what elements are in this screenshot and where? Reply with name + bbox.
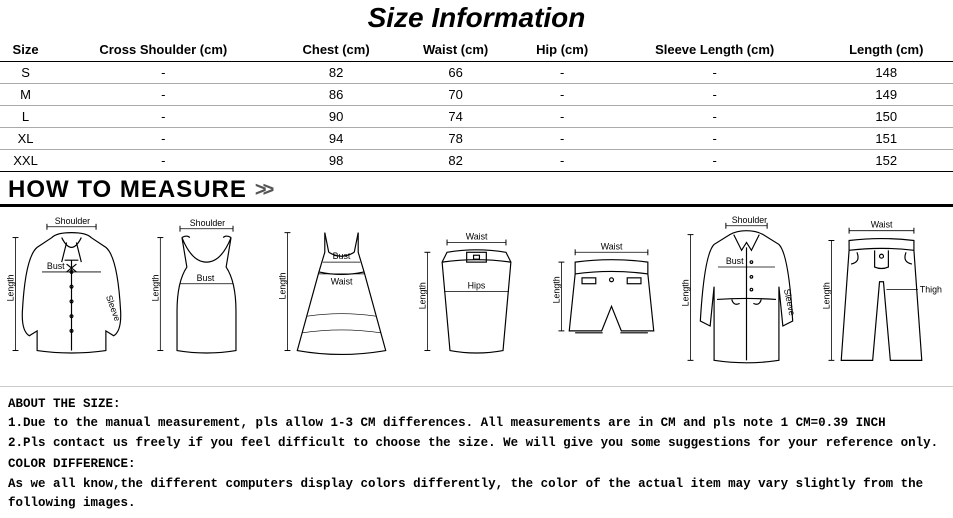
size-table: Size Cross Shoulder (cm) Chest (cm) Wais…: [0, 38, 953, 172]
cell: 82: [276, 62, 397, 84]
col-length: Length (cm): [820, 38, 953, 62]
cell: 152: [820, 150, 953, 172]
label-bust: Bust: [726, 256, 744, 266]
about-size-line-1: 1.Due to the manual measurement, pls all…: [8, 414, 945, 433]
cell: 78: [397, 128, 515, 150]
col-size: Size: [0, 38, 51, 62]
label-waist: Waist: [871, 220, 893, 230]
cell: -: [51, 128, 275, 150]
col-hip: Hip (cm): [515, 38, 610, 62]
measure-heading-text: HOW TO MEASURE: [8, 176, 247, 204]
cell: XXL: [0, 150, 51, 172]
cell: -: [515, 128, 610, 150]
cell: -: [515, 84, 610, 106]
cell: 90: [276, 106, 397, 128]
cell: -: [610, 150, 820, 172]
cell: 148: [820, 62, 953, 84]
garment-dress: Bust Waist Length: [274, 213, 409, 380]
about-size-line-2: 2.Pls contact us freely if you feel diff…: [8, 434, 945, 453]
label-length: Length: [417, 282, 427, 309]
cell: 150: [820, 106, 953, 128]
garment-shorts: Waist Length: [544, 213, 679, 380]
chevron-right-icon: >>: [255, 179, 270, 202]
cell: -: [610, 106, 820, 128]
table-header-row: Size Cross Shoulder (cm) Chest (cm) Wais…: [0, 38, 953, 62]
cell: L: [0, 106, 51, 128]
about-size-heading: ABOUT THE SIZE:: [8, 395, 945, 414]
cell: 94: [276, 128, 397, 150]
garment-blouse: Shoulder Bust Sleeve Length: [4, 213, 139, 380]
garment-coat: Shoulder Bust Sleeve Length: [679, 213, 814, 380]
col-sleeve: Sleeve Length (cm): [610, 38, 820, 62]
cell: -: [610, 62, 820, 84]
cell: 70: [397, 84, 515, 106]
label-waist: Waist: [331, 277, 353, 287]
label-thigh: Thigh: [920, 285, 942, 295]
label-length: Length: [681, 279, 691, 306]
cell: -: [515, 62, 610, 84]
cell: 74: [397, 106, 515, 128]
cell: -: [610, 128, 820, 150]
label-sleeve: Sleeve: [782, 288, 797, 317]
table-row: XXL - 98 82 - - 152: [0, 150, 953, 172]
cell: 86: [276, 84, 397, 106]
label-waist: Waist: [466, 232, 488, 242]
notes-section: ABOUT THE SIZE: 1.Due to the manual meas…: [0, 387, 953, 513]
col-chest: Chest (cm): [276, 38, 397, 62]
cell: -: [51, 62, 275, 84]
cell: -: [51, 106, 275, 128]
cell: -: [51, 150, 275, 172]
table-row: M - 86 70 - - 149: [0, 84, 953, 106]
table-row: L - 90 74 - - 150: [0, 106, 953, 128]
label-bust: Bust: [333, 251, 351, 261]
label-length: Length: [150, 274, 160, 301]
label-shoulder: Shoulder: [190, 218, 225, 228]
label-shoulder: Shoulder: [55, 216, 90, 226]
label-hips: Hips: [468, 281, 486, 291]
cell: -: [515, 106, 610, 128]
cell: 151: [820, 128, 953, 150]
col-shoulder: Cross Shoulder (cm): [51, 38, 275, 62]
label-bust: Bust: [47, 261, 65, 271]
table-row: XL - 94 78 - - 151: [0, 128, 953, 150]
how-to-measure-heading: HOW TO MEASURE >>: [0, 174, 953, 207]
table-row: S - 82 66 - - 148: [0, 62, 953, 84]
cell: -: [610, 84, 820, 106]
cell: 82: [397, 150, 515, 172]
page-title: Size Information: [0, 0, 953, 38]
label-shoulder: Shoulder: [732, 215, 767, 225]
cell: XL: [0, 128, 51, 150]
cell: 149: [820, 84, 953, 106]
label-length: Length: [821, 282, 831, 309]
label-bust: Bust: [197, 273, 215, 283]
garment-tank: Shoulder Bust Length: [139, 213, 274, 380]
label-length: Length: [6, 274, 16, 301]
cell: -: [515, 150, 610, 172]
cell: 98: [276, 150, 397, 172]
cell: S: [0, 62, 51, 84]
cell: -: [51, 84, 275, 106]
label-length: Length: [278, 272, 288, 299]
col-waist: Waist (cm): [397, 38, 515, 62]
cell: 66: [397, 62, 515, 84]
color-difference-heading: COLOR DIFFERENCE:: [8, 455, 945, 474]
cell: M: [0, 84, 51, 106]
color-difference-line: As we all know,the different computers d…: [8, 475, 945, 514]
label-length: Length: [551, 276, 561, 303]
garment-pants: Waist Thigh Length: [814, 213, 949, 380]
label-waist: Waist: [601, 241, 623, 251]
garment-skirt: Waist Hips Length: [409, 213, 544, 380]
measurement-diagrams: Shoulder Bust Sleeve Length Shoulder Bus…: [0, 207, 953, 387]
